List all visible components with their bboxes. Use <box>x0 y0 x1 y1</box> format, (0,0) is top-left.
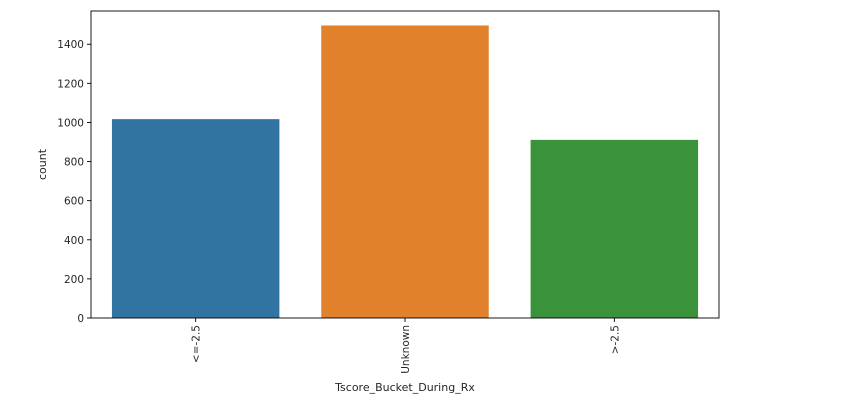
y-tick-label: 600 <box>64 196 84 208</box>
x-tick-label: Unknown <box>400 325 412 374</box>
y-tick-label: 800 <box>64 157 84 169</box>
y-axis: 0 200 400 600 800 1000 1200 1400 <box>57 39 91 325</box>
bars-layer <box>111 25 699 319</box>
x-tick-label: >-2.5 <box>609 325 621 354</box>
bar-0 <box>111 119 280 318</box>
y-axis-label: count <box>36 148 49 180</box>
x-axis-label: Tscore_Bucket_During_Rx <box>334 381 475 394</box>
y-tick-label: 0 <box>77 313 84 325</box>
y-tick-label: 200 <box>64 274 84 286</box>
y-tick-label: 400 <box>64 235 84 247</box>
bar-1 <box>321 25 489 319</box>
x-axis: <=-2.5 Unknown >-2.5 <box>191 318 621 374</box>
y-tick-label: 1000 <box>57 117 84 129</box>
y-tick-label: 1200 <box>57 78 84 90</box>
plot-frame <box>90 10 720 319</box>
bar-2 <box>530 139 699 318</box>
y-tick-label: 1400 <box>57 39 84 51</box>
x-tick-label: <=-2.5 <box>191 325 203 363</box>
